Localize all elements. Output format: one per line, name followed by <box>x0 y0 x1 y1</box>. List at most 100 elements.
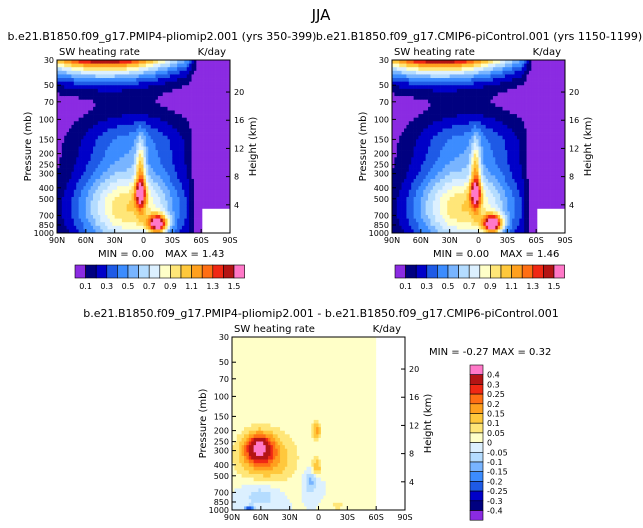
heatmap-cell <box>85 128 89 133</box>
heatmap-cell <box>440 124 443 129</box>
heatmap-cell <box>90 157 94 162</box>
heatmap-cell <box>150 222 154 227</box>
heatmap-cell <box>131 110 135 115</box>
heatmap-cell <box>193 182 197 187</box>
heatmap-cell <box>227 160 231 165</box>
heatmap-cell <box>169 85 173 90</box>
heatmap-cell <box>213 117 216 122</box>
heatmap-cell <box>399 85 402 90</box>
heatmap-cell <box>423 124 426 129</box>
heatmap-cell <box>210 186 214 191</box>
heatmap-cell <box>119 117 123 122</box>
heatmap-cell <box>396 207 400 212</box>
heatmap-cell <box>456 225 460 230</box>
heatmap-cell <box>61 60 65 64</box>
heatmap-cell <box>456 146 460 151</box>
heatmap-cell <box>435 70 438 75</box>
heatmap-cell <box>432 96 436 100</box>
heatmap-cell <box>162 78 166 82</box>
heatmap-cell <box>186 214 190 219</box>
heatmap-cell <box>136 225 140 230</box>
heatmap-cell <box>447 103 451 108</box>
heatmap-cell <box>153 150 156 155</box>
heatmap-cell <box>90 200 94 205</box>
heatmap-cell <box>423 63 426 68</box>
heatmap-cell <box>100 99 103 104</box>
heatmap-cell <box>78 150 82 155</box>
heatmap-cell <box>148 218 152 223</box>
heatmap-cell <box>452 200 455 205</box>
heatmap-cell <box>442 222 446 227</box>
heatmap-cell <box>100 153 103 158</box>
heatmap-cell <box>420 153 424 158</box>
heatmap-cell <box>196 189 200 194</box>
heatmap-cell <box>155 99 159 104</box>
heatmap-cell <box>100 63 103 68</box>
heatmap-cell <box>442 146 446 151</box>
heatmap-cell <box>213 70 216 75</box>
heatmap-cell <box>167 88 171 93</box>
heatmap-cell <box>109 153 113 158</box>
heatmap-cell <box>454 92 458 97</box>
heatmap-cell <box>459 168 463 173</box>
heatmap-cell <box>449 168 453 173</box>
heatmap-cell <box>124 110 128 115</box>
heatmap-cell <box>394 157 398 162</box>
heatmap-cell <box>425 171 429 176</box>
heatmap-cell <box>425 164 429 169</box>
heatmap-cell <box>444 67 448 72</box>
heatmap-cell <box>406 153 410 158</box>
heatmap-cell <box>95 128 99 133</box>
heatmap-cell <box>449 186 453 191</box>
heatmap-cell <box>165 99 168 104</box>
heatmap-cell <box>69 85 72 90</box>
heatmap-cell <box>71 63 75 68</box>
heatmap-cell <box>138 193 142 198</box>
heatmap-cell <box>418 214 422 219</box>
heatmap-cell <box>78 63 82 68</box>
heatmap-cell <box>167 211 171 216</box>
heatmap-cell <box>208 142 212 147</box>
heatmap-cell <box>73 135 77 140</box>
heatmap-cell <box>143 135 147 140</box>
heatmap-cell <box>208 132 212 137</box>
heatmap-cell <box>117 211 120 216</box>
heatmap-cell <box>449 153 453 158</box>
heatmap-cell <box>88 164 91 169</box>
heatmap-cell <box>461 117 465 122</box>
heatmap-cell <box>225 117 228 122</box>
heatmap-cell <box>428 214 431 219</box>
heatmap-cell <box>220 92 224 97</box>
heatmap-cell <box>148 124 152 129</box>
heatmap-cell <box>59 229 63 234</box>
heatmap-cell <box>459 225 463 230</box>
heatmap-cell <box>437 160 441 165</box>
heatmap-cell <box>213 168 216 173</box>
heatmap-cell <box>117 186 120 191</box>
heatmap-cell <box>124 157 128 162</box>
heatmap-cell <box>179 74 183 79</box>
heatmap-cell <box>430 225 434 230</box>
heatmap-cell <box>394 175 398 180</box>
heatmap-cell <box>157 164 161 169</box>
heatmap-cell <box>138 218 142 223</box>
heatmap-cell <box>456 175 460 180</box>
heatmap-cell <box>193 225 197 230</box>
heatmap-cell <box>456 124 460 129</box>
heatmap-cell <box>85 168 89 173</box>
heatmap-cell <box>114 128 118 133</box>
heatmap-cell <box>90 78 94 82</box>
heatmap-cell <box>220 88 224 93</box>
heatmap-cell <box>153 168 156 173</box>
heatmap-cell <box>160 142 164 147</box>
heatmap-cell <box>124 204 128 209</box>
heatmap-cell <box>201 128 204 133</box>
heatmap-cell <box>162 63 166 68</box>
heatmap-cell <box>153 74 156 79</box>
heatmap-cell <box>184 189 188 194</box>
heatmap-cell <box>95 225 99 230</box>
heatmap-cell <box>141 196 144 201</box>
heatmap-cell <box>196 207 200 212</box>
heatmap-cell <box>220 186 224 191</box>
heatmap-cell <box>404 182 407 187</box>
